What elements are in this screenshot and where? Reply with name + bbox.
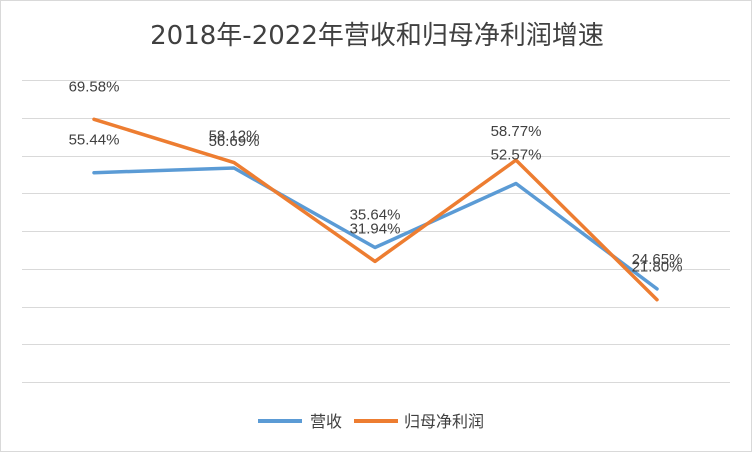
legend-label: 归母净利润 <box>404 412 484 431</box>
net-profit-data-label: 31.94% <box>350 220 401 237</box>
revenue-series-line <box>92 166 659 291</box>
net-profit-data-label: 21.80% <box>632 259 683 276</box>
revenue-data-label: 35.64% <box>350 206 401 223</box>
net-profit-series-line <box>92 117 659 302</box>
revenue-data-label: 52.57% <box>491 147 542 164</box>
net-profit-data-label: 58.12% <box>209 128 260 145</box>
net-profit-data-label: 58.77% <box>491 123 542 140</box>
revenue-data-label: 24.65% <box>632 251 683 268</box>
net-profit-data-label: 69.58% <box>69 78 120 95</box>
revenue-data-label: 55.44% <box>69 132 120 149</box>
legend-label: 营收 <box>310 412 342 431</box>
chart-title: 2018年-2022年营收和归母净利润增速 <box>150 21 604 51</box>
revenue-data-label: 56.69% <box>209 133 260 150</box>
